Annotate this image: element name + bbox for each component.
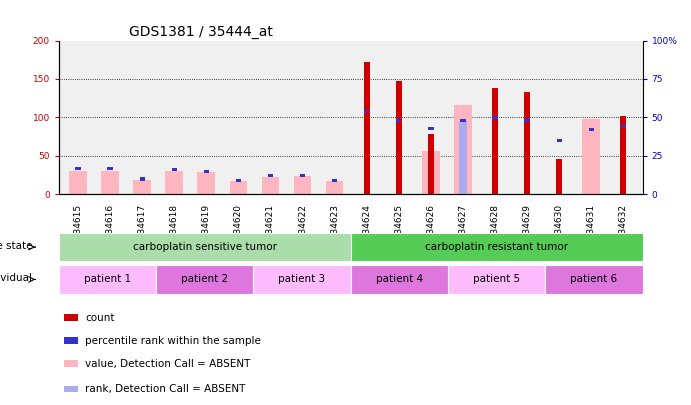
Text: patient 6: patient 6 xyxy=(570,275,618,284)
Bar xyxy=(156,265,254,294)
Text: carboplatin resistant tumor: carboplatin resistant tumor xyxy=(425,242,568,252)
Bar xyxy=(589,128,594,131)
Text: patient 4: patient 4 xyxy=(376,275,423,284)
Bar xyxy=(300,175,305,177)
Bar xyxy=(545,265,643,294)
Bar xyxy=(583,119,600,194)
Bar xyxy=(363,62,370,194)
Bar xyxy=(556,139,562,142)
Bar xyxy=(64,337,78,344)
Bar xyxy=(621,116,627,194)
Bar xyxy=(422,151,439,194)
Bar xyxy=(133,180,151,194)
Bar xyxy=(64,360,78,367)
Text: patient 2: patient 2 xyxy=(181,275,228,284)
Bar xyxy=(75,167,81,170)
Text: value, Detection Call = ABSENT: value, Detection Call = ABSENT xyxy=(86,359,251,369)
Bar xyxy=(460,119,466,122)
Bar xyxy=(350,233,643,261)
Bar xyxy=(621,125,626,128)
Bar xyxy=(396,81,402,194)
Bar xyxy=(459,121,467,194)
Bar xyxy=(396,119,401,122)
Bar xyxy=(229,181,247,194)
Text: rank, Detection Call = ABSENT: rank, Detection Call = ABSENT xyxy=(86,384,246,394)
Text: carboplatin sensitive tumor: carboplatin sensitive tumor xyxy=(133,242,276,252)
Bar xyxy=(454,105,472,194)
Bar xyxy=(364,110,370,113)
Bar xyxy=(326,181,343,194)
Bar xyxy=(64,314,78,321)
Text: patient 3: patient 3 xyxy=(278,275,325,284)
Bar xyxy=(524,92,530,194)
Bar xyxy=(102,171,119,194)
Bar xyxy=(268,175,273,177)
Text: GDS1381 / 35444_at: GDS1381 / 35444_at xyxy=(129,26,273,39)
Text: count: count xyxy=(86,313,115,323)
Bar xyxy=(107,167,113,170)
Bar xyxy=(294,176,312,194)
Text: disease state: disease state xyxy=(0,241,32,251)
Text: patient 1: patient 1 xyxy=(84,275,131,284)
Bar xyxy=(428,134,434,194)
Text: patient 5: patient 5 xyxy=(473,275,520,284)
Bar xyxy=(69,171,87,194)
Bar xyxy=(332,179,337,182)
Bar xyxy=(493,116,498,119)
Text: individual: individual xyxy=(0,273,32,283)
Bar xyxy=(165,171,183,194)
Bar xyxy=(448,265,545,294)
Bar xyxy=(236,179,241,182)
Bar xyxy=(262,177,279,194)
Bar xyxy=(64,386,78,392)
Bar xyxy=(59,233,350,261)
Bar xyxy=(492,88,498,194)
Text: percentile rank within the sample: percentile rank within the sample xyxy=(86,336,261,346)
Bar xyxy=(59,265,156,294)
Bar xyxy=(556,159,562,194)
Bar xyxy=(428,127,433,130)
Bar xyxy=(204,170,209,173)
Bar xyxy=(198,172,215,194)
Bar xyxy=(171,168,177,171)
Bar xyxy=(524,119,530,122)
Bar xyxy=(350,265,448,294)
Bar xyxy=(140,177,145,181)
Bar xyxy=(254,265,350,294)
